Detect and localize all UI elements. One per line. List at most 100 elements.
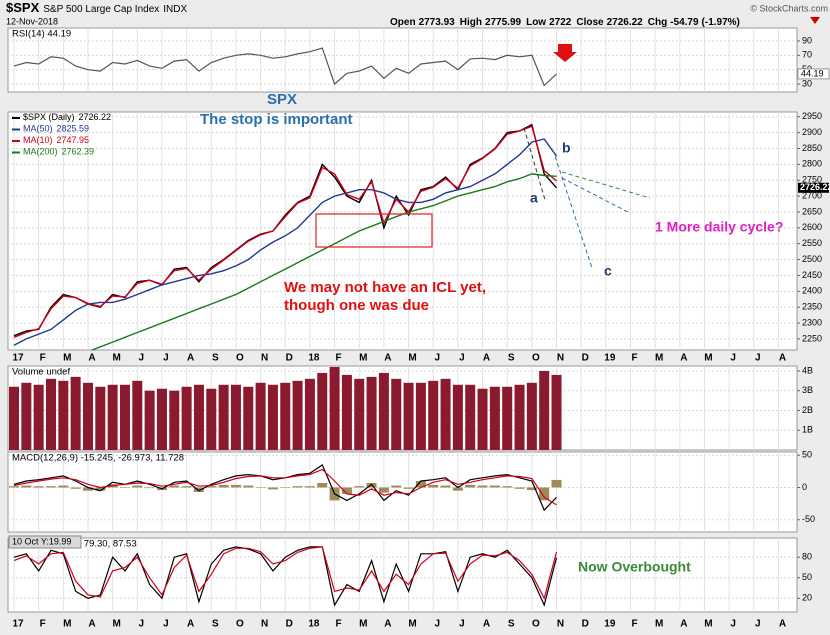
hover-box xyxy=(8,535,82,549)
y-tick-label: 3B xyxy=(802,385,813,395)
legend-value: 2747.95 xyxy=(57,135,90,145)
x-tick-label: M xyxy=(359,353,367,364)
bar xyxy=(119,384,130,450)
x-tick-label: D xyxy=(582,619,589,630)
y-tick-label: 2600 xyxy=(802,222,822,232)
value: -54.79 xyxy=(670,17,699,28)
x-tick-label: 18 xyxy=(308,353,320,364)
x-tick-label: S xyxy=(212,619,219,630)
x-tick-label: D xyxy=(582,353,589,364)
x-tick-label: J xyxy=(434,619,440,630)
y-tick-label: 2500 xyxy=(802,254,822,264)
line xyxy=(13,468,557,506)
legend-entry: MA(10) 2747.95 xyxy=(23,135,89,145)
line xyxy=(13,47,557,87)
bar xyxy=(218,384,229,450)
panel-title: MACD(12,26,9) -15.245, -26.973, 11.728 xyxy=(12,453,184,464)
legend-name: $SPX (Daily) xyxy=(23,112,75,122)
y-tick-label: 2750 xyxy=(802,175,822,185)
y-tick-label: 4B xyxy=(802,365,813,375)
bar xyxy=(82,382,93,450)
bar xyxy=(9,386,19,450)
last-tag xyxy=(797,68,830,80)
panels: 2250 2300 2350 2400 2450 2500 2550 2600 2650 2700… xyxy=(7,27,830,630)
bar xyxy=(82,487,93,491)
bar xyxy=(391,378,402,450)
x-tick-label: 18 xyxy=(308,619,320,630)
last-tag-label: 44.19 xyxy=(801,68,824,78)
y-tick-label: 2B xyxy=(802,405,813,415)
plot xyxy=(8,452,797,532)
bar xyxy=(539,487,550,501)
y-tick-label: 2250 xyxy=(802,333,822,343)
annotation: The stop is important xyxy=(200,111,353,128)
bar xyxy=(526,382,537,450)
legend-value: 2762.39 xyxy=(62,147,95,157)
bar xyxy=(70,376,81,450)
x-tick-label: S xyxy=(508,619,515,630)
bar xyxy=(255,382,266,450)
value: 2773.93 xyxy=(419,17,456,28)
bar xyxy=(477,485,488,488)
bar xyxy=(539,370,550,450)
x-tick-label: A xyxy=(483,353,490,364)
plot xyxy=(8,538,797,612)
bar xyxy=(551,374,562,450)
x-tick-label: J xyxy=(730,619,736,630)
x-tick-label: 17 xyxy=(12,619,24,630)
bar xyxy=(465,484,476,488)
annotation: We may not have an ICL yet, xyxy=(284,279,486,296)
x-tick-label: 17 xyxy=(12,353,24,364)
x-tick-label: M xyxy=(408,353,416,364)
bar xyxy=(415,382,426,450)
bar xyxy=(428,484,439,488)
x-tick-label: N xyxy=(261,619,268,630)
x-tick-label: O xyxy=(236,353,244,364)
bar xyxy=(317,482,328,488)
x-tick-label: A xyxy=(384,619,391,630)
panel xyxy=(7,537,798,613)
bar xyxy=(391,485,402,488)
bar xyxy=(329,366,340,450)
line xyxy=(13,546,558,600)
label: Chg xyxy=(648,17,667,28)
y-tick-label: 2300 xyxy=(802,317,822,327)
label: High xyxy=(460,17,482,28)
x-tick-label: J xyxy=(755,353,761,364)
x-tick-label: O xyxy=(532,353,540,364)
x-tick-label: N xyxy=(557,353,564,364)
bar xyxy=(218,484,229,488)
y-tick-label: 50 xyxy=(802,450,812,460)
bar xyxy=(45,378,56,450)
bar xyxy=(403,382,414,450)
x-tick-label: M xyxy=(704,619,712,630)
x-tick-label: M xyxy=(704,353,712,364)
annotation: though one was due xyxy=(284,297,429,314)
x-tick-label: D xyxy=(286,619,293,630)
bar xyxy=(243,386,254,450)
bar xyxy=(144,487,155,489)
legend-entry: MA(50) 2825.59 xyxy=(23,124,89,134)
bar xyxy=(243,485,254,488)
value: 2722 xyxy=(549,17,572,28)
bar xyxy=(292,486,303,488)
bar xyxy=(169,390,180,450)
x-tick-label: M xyxy=(408,619,416,630)
credit: © StockCharts.com xyxy=(750,3,828,13)
bar xyxy=(230,484,241,488)
x-tick-label: J xyxy=(459,353,465,364)
exchange: INDX xyxy=(163,4,187,15)
bar xyxy=(58,485,69,488)
x-tick-label: J xyxy=(730,353,736,364)
panel xyxy=(7,111,798,351)
x-tick-label: F xyxy=(631,353,637,364)
y-tick-label: 2400 xyxy=(802,286,822,296)
x-tick-label: A xyxy=(779,619,786,630)
bar xyxy=(58,380,69,450)
line xyxy=(13,546,558,607)
bar xyxy=(477,388,488,450)
x-tick-label: J xyxy=(163,353,169,364)
label: Open xyxy=(390,17,416,28)
highlight-box xyxy=(315,213,433,248)
x-tick-label: 19 xyxy=(604,353,616,364)
